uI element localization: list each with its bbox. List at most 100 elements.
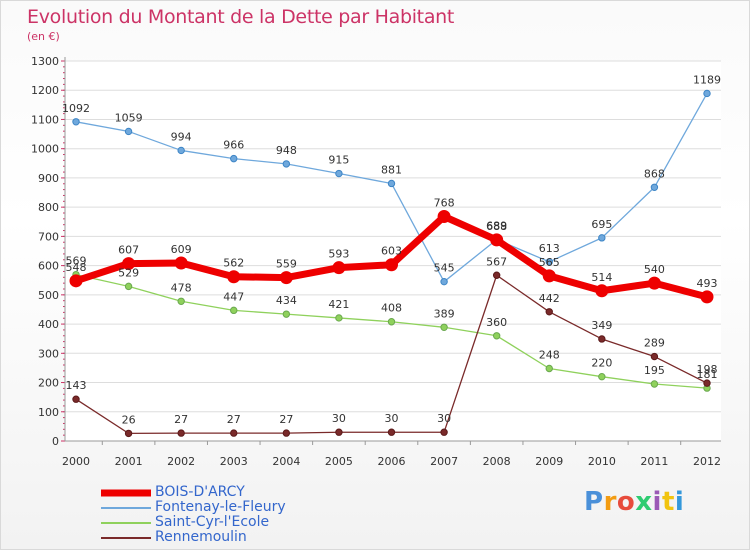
data-point: [177, 297, 185, 305]
y-tick-label: 300: [38, 347, 59, 360]
data-label: 948: [276, 144, 297, 157]
chart-subtitle: (en €): [27, 30, 60, 43]
data-point: [335, 428, 343, 436]
data-label: 548: [66, 261, 87, 274]
data-label: 540: [644, 263, 665, 276]
data-label: 478: [171, 281, 192, 294]
x-tick-label: 2000: [62, 455, 90, 468]
data-point: [492, 332, 501, 340]
legend-swatch: [101, 506, 151, 509]
y-tick-label: 1300: [31, 55, 59, 68]
x-tick-label: 2004: [272, 455, 300, 468]
data-label: 545: [434, 262, 455, 275]
y-tick-label: 700: [38, 230, 59, 243]
y-tick-label: 200: [38, 377, 59, 390]
data-point: [230, 429, 238, 437]
data-label: 26: [122, 413, 136, 426]
legend-label: BOIS-D'ARCY: [155, 484, 245, 500]
legend-item-bois-darcy: BOIS-D'ARCY: [101, 485, 286, 500]
logo-letter: i: [652, 487, 662, 517]
data-point: [230, 154, 238, 163]
x-tick-label: 2002: [167, 455, 195, 468]
data-point: [545, 258, 553, 266]
x-tick-label: 2008: [483, 455, 511, 468]
data-label: 966: [223, 139, 244, 152]
legend-item-rennemoulin: Rennemoulin: [101, 530, 286, 545]
legend-swatch: [101, 489, 151, 496]
data-point: [650, 183, 659, 191]
data-point: [282, 429, 291, 437]
data-point: [124, 282, 133, 291]
data-label: 609: [171, 243, 192, 256]
data-point: [177, 146, 185, 155]
data-point: [230, 306, 238, 315]
y-tick-label: 400: [38, 318, 59, 331]
data-point: [437, 210, 451, 224]
legend: BOIS-D'ARCY Fontenay-le-Fleury Saint-Cyr…: [101, 485, 286, 545]
x-tick-label: 2007: [430, 455, 458, 468]
x-tick-label: 2009: [535, 455, 563, 468]
data-point: [700, 290, 714, 304]
logo-letter: r: [603, 487, 617, 517]
legend-item-fontenay: Fontenay-le-Fleury: [101, 500, 286, 515]
data-label: 559: [276, 258, 297, 271]
legend-swatch: [101, 536, 151, 539]
data-point: [385, 258, 398, 272]
x-tick-label: 2011: [640, 455, 668, 468]
data-label: 562: [223, 257, 244, 270]
y-tick-label: 600: [38, 260, 59, 273]
logo-letter: i: [674, 487, 685, 517]
data-label: 360: [486, 316, 507, 329]
data-point: [440, 277, 448, 286]
y-tick-label: 1200: [31, 84, 59, 97]
data-point: [335, 169, 343, 178]
data-point: [598, 372, 606, 381]
data-point: [279, 271, 293, 285]
data-point: [595, 284, 609, 298]
x-tick-label: 2006: [378, 455, 406, 468]
data-label: 689: [486, 220, 507, 233]
data-point: [703, 379, 711, 387]
data-label: 1189: [693, 73, 721, 86]
data-label: 447: [223, 290, 244, 303]
data-label: 1092: [62, 102, 90, 115]
y-tick-label: 900: [38, 172, 59, 185]
data-label: 688: [486, 220, 507, 233]
data-label: 220: [591, 357, 612, 370]
x-tick-label: 2010: [588, 455, 616, 468]
legend-item-saint-cyr: Saint-Cyr-l'Ecole: [101, 515, 286, 530]
data-point: [387, 318, 396, 326]
data-label: 289: [644, 337, 665, 350]
data-label: 30: [437, 412, 451, 425]
data-point: [332, 261, 346, 275]
data-point: [282, 310, 291, 318]
data-label: 529: [118, 266, 139, 279]
logo-letter: o: [616, 487, 636, 517]
data-label: 514: [591, 271, 612, 284]
data-label: 603: [381, 245, 402, 258]
data-label: 198: [697, 363, 718, 376]
data-point: [69, 274, 83, 288]
legend-label: Saint-Cyr-l'Ecole: [155, 514, 270, 530]
data-label: 593: [328, 248, 349, 261]
data-point: [335, 314, 343, 322]
data-point: [387, 428, 396, 436]
legend-swatch: [101, 521, 151, 524]
x-tick-label: 2001: [115, 455, 143, 468]
data-label: 143: [66, 379, 87, 392]
data-point: [72, 395, 80, 403]
data-point: [440, 323, 448, 331]
data-label: 695: [591, 218, 612, 231]
data-point: [650, 352, 659, 361]
data-point: [174, 256, 188, 270]
data-label: 565: [539, 256, 560, 269]
data-point: [282, 160, 291, 168]
data-label: 27: [227, 413, 241, 426]
data-point: [490, 233, 504, 247]
data-point: [545, 364, 553, 373]
data-point: [440, 428, 448, 436]
data-label: 30: [385, 412, 399, 425]
proxiti-logo: Proxiti: [584, 487, 684, 517]
